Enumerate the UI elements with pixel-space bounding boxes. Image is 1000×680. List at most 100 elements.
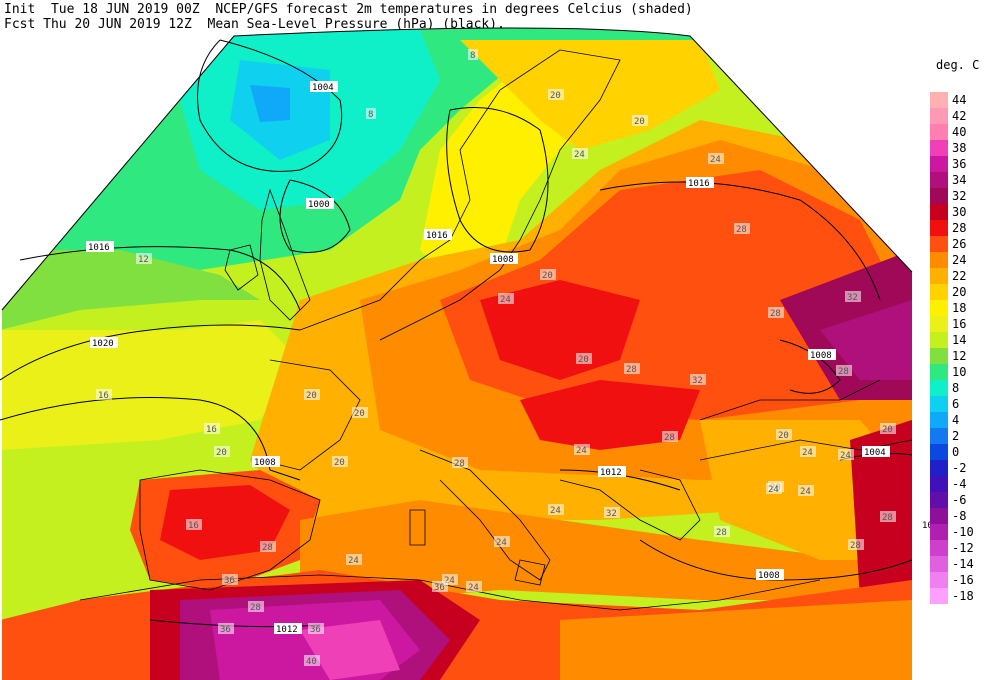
legend-item: 2 — [930, 428, 990, 444]
legend-swatch — [930, 540, 948, 556]
legend-label: 2 — [952, 429, 960, 443]
temperature-label-bg — [880, 423, 896, 434]
pressure-label: 1000 — [308, 200, 330, 210]
pressure-label-bg — [252, 456, 280, 467]
legend-item: -12 — [930, 540, 990, 556]
temperature-label-bg — [332, 456, 348, 467]
temperature-label: 24 — [348, 556, 359, 566]
temperature-label-bg — [222, 574, 238, 585]
legend-swatch — [930, 572, 948, 588]
temperature-label-bg — [498, 293, 514, 304]
legend-swatch — [930, 188, 948, 204]
temperature-label: 24 — [710, 155, 721, 165]
legend-swatch — [930, 396, 948, 412]
legend-item: 36 — [930, 156, 990, 172]
temperature-label: 28 — [770, 309, 781, 319]
pressure-label-bg — [756, 569, 784, 580]
temperature-label-bg — [624, 363, 640, 374]
legend-label: -10 — [952, 525, 974, 539]
legend-label: 12 — [952, 349, 967, 363]
temperature-label: 28 — [626, 365, 637, 375]
pressure-label: 1012 — [276, 625, 298, 635]
legend-item: 22 — [930, 268, 990, 284]
pressure-label: 1008 — [758, 571, 780, 581]
temperature-label: 20 — [334, 458, 345, 468]
pressure-label: 1020 — [92, 339, 114, 349]
legend-swatch — [930, 300, 948, 316]
temperature-label-bg — [768, 307, 784, 318]
legend-swatch — [930, 380, 948, 396]
temperature-label-bg — [632, 115, 648, 126]
legend-item: -2 — [930, 460, 990, 476]
temperature-label-bg — [836, 365, 852, 376]
legend-item: 20 — [930, 284, 990, 300]
legend-swatch — [930, 140, 948, 156]
legend-label: 16 — [952, 317, 967, 331]
temperature-label: 28 — [664, 433, 675, 443]
temperature-label: 28 — [850, 541, 861, 551]
temperature-label-bg — [690, 374, 706, 385]
pressure-label-bg — [86, 241, 114, 252]
legend-swatch — [930, 332, 948, 348]
legend-title: deg. C — [936, 58, 980, 72]
temperature-label-bg — [766, 483, 782, 494]
temperature-label: 16 — [206, 425, 217, 435]
legend-label: -14 — [952, 557, 974, 571]
legend-label: 44 — [952, 93, 967, 107]
temperature-label: 40 — [306, 657, 317, 667]
temperature-label: 24 — [800, 487, 811, 497]
temperature-label: 24 — [576, 446, 587, 456]
legend-swatch — [930, 220, 948, 236]
temperature-label: 24 — [496, 538, 507, 548]
temperature-label: 36 — [220, 625, 231, 635]
temperature-label: 20 — [216, 448, 227, 458]
temperature-label-bg — [96, 389, 112, 400]
temperature-label: 8 — [470, 51, 475, 61]
temperature-label-bg — [800, 446, 816, 457]
temperature-label: 28 — [736, 225, 747, 235]
legend-swatch — [930, 92, 948, 108]
legend-item: 38 — [930, 140, 990, 156]
pressure-label: 1004 — [864, 448, 886, 458]
legend-swatch — [930, 204, 948, 220]
legend-swatch — [930, 460, 948, 476]
temperature-label: 24 — [500, 295, 511, 305]
pressure-label-bg — [490, 253, 518, 264]
legend-item: 12 — [930, 348, 990, 364]
legend-swatch — [930, 524, 948, 540]
legend-label: -8 — [952, 509, 967, 523]
temperature-label-bg — [186, 519, 202, 530]
pressure-label: 1008 — [254, 458, 276, 468]
temperature-label-bg — [540, 269, 556, 280]
temperature-label: 24 — [840, 451, 851, 461]
temperature-label-bg — [136, 253, 152, 264]
legend-item: 24 — [930, 252, 990, 268]
temperature-label-bg — [845, 291, 861, 302]
legend-label: 40 — [952, 125, 967, 139]
temperature-label-bg — [880, 511, 896, 522]
legend-label: 36 — [952, 157, 967, 171]
temperature-label: 12 — [138, 255, 149, 265]
legend-swatch — [930, 172, 948, 188]
temperature-label-bg — [572, 148, 588, 159]
legend-label: 34 — [952, 173, 967, 187]
temperature-label-bg — [204, 423, 220, 434]
legend-item: -6 — [930, 492, 990, 508]
legend-item: 44 — [930, 92, 990, 108]
temperature-label: 24 — [768, 485, 779, 495]
pressure-label: 1016 — [688, 179, 710, 189]
temperature-label-bg — [308, 623, 324, 634]
temperature-label: 24 — [550, 506, 561, 516]
pressure-label-bg — [686, 177, 714, 188]
temperature-label-bg — [218, 623, 234, 634]
temperature-label: 32 — [847, 293, 858, 303]
pressure-label: 1004 — [312, 83, 334, 93]
temperature-label-bg — [452, 457, 468, 468]
legend-label: -16 — [952, 573, 974, 587]
temperature-label-bg — [604, 507, 620, 518]
legend-swatch — [930, 268, 948, 284]
legend-swatch — [930, 252, 948, 268]
legend-label: 14 — [952, 333, 967, 347]
legend-swatch — [930, 348, 948, 364]
legend-label: 26 — [952, 237, 967, 251]
